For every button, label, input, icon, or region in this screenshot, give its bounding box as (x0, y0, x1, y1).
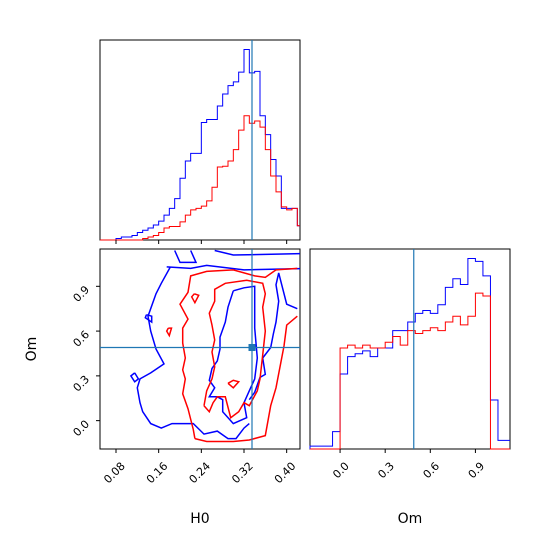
contour-series-0-7 (248, 272, 298, 401)
contour-series-1-5 (227, 379, 241, 389)
om-marginal-xtick-label: 0.3 (375, 460, 397, 482)
contour-series-0-1 (214, 249, 300, 256)
om-marginal-histograms (309, 258, 510, 450)
H0-marginal-series-0-step (100, 49, 300, 241)
h0-marginal-panel (99, 39, 301, 244)
contour-series-0-2 (136, 266, 250, 440)
joint-xtick-label: 0.32 (229, 460, 256, 487)
joint-contours (129, 249, 300, 443)
joint-xtick-label: 0.24 (187, 460, 214, 487)
x-axis-label-om: Om (398, 511, 423, 527)
contour-series-0-3 (166, 264, 300, 271)
om-marginal-xtick-label: 0.6 (421, 460, 443, 482)
Om-marginal-series-1-step (310, 292, 510, 450)
joint-ytick-label: 0.9 (71, 283, 93, 305)
om-marginal-xtick-label: 0.9 (466, 460, 488, 482)
contour-series-0-4 (144, 313, 153, 324)
contour-series-1-4 (165, 327, 173, 338)
Om-marginal-series-0-step (309, 258, 510, 449)
joint-ytick-label: 0.3 (71, 373, 93, 395)
contour-series-1-2 (203, 279, 267, 419)
joint-frame (99, 248, 301, 450)
h0-marginal-ticks (115, 240, 288, 244)
joint-xtick-label: 0.40 (272, 460, 299, 487)
om-marginal-panel: 0.0 0.3 0.6 0.9 (309, 248, 511, 481)
y-axis-label-om: Om (24, 337, 40, 362)
contour-series-1-0 (194, 315, 298, 443)
om-marginal-frame (309, 248, 511, 450)
contour-series-1-1 (179, 267, 298, 439)
om-marginal-ticks: 0.0 0.3 0.6 0.9 (330, 449, 487, 481)
joint-ytick-label: 0.6 (71, 328, 93, 350)
truth-marker (248, 344, 256, 352)
x-axis-label-h0: H0 (190, 511, 209, 527)
joint-panel: 0.08 0.16 0.24 0.32 0.40 0.0 0.3 0.6 0.9 (71, 248, 301, 487)
contour-series-0-0 (174, 250, 198, 264)
truth-lines (100, 40, 415, 449)
om-marginal-xtick-label: 0.0 (330, 460, 352, 482)
H0-marginal-series-1-step (100, 115, 300, 241)
contour-series-1-3 (190, 293, 200, 305)
contour-series-0-5 (129, 372, 140, 383)
joint-ytick-label: 0.0 (71, 418, 93, 440)
h0-marginal-frame (99, 39, 301, 241)
joint-xtick-label: 0.08 (101, 460, 128, 487)
h0-marginal-histograms (100, 49, 300, 241)
joint-xtick-label: 0.16 (144, 460, 171, 487)
